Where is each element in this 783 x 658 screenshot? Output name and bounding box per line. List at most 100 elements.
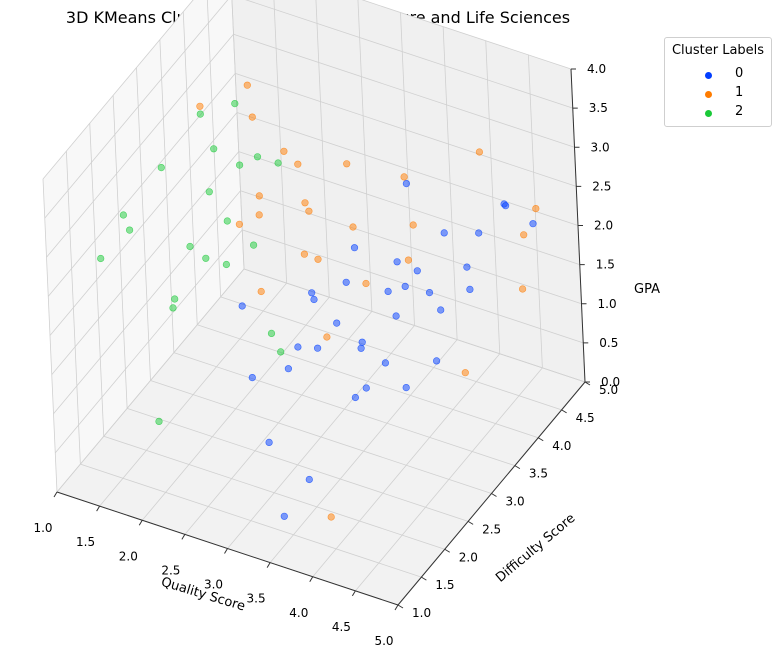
grid-line-z-left bbox=[53, 190, 241, 415]
legend-marker-2 bbox=[705, 110, 712, 117]
grid-line-z-back bbox=[240, 190, 582, 305]
grid-line-z-back bbox=[361, 0, 572, 70]
data-point-cluster-2 bbox=[126, 226, 134, 234]
data-point-cluster-0 bbox=[384, 287, 392, 296]
tick-mark bbox=[224, 548, 228, 554]
grid-line-z-back bbox=[243, 268, 586, 383]
data-point-cluster-1 bbox=[520, 231, 528, 239]
tick-mark bbox=[467, 520, 474, 525]
legend-title: Cluster Labels bbox=[671, 43, 765, 58]
data-point-cluster-1 bbox=[323, 333, 331, 341]
data-point-cluster-1 bbox=[475, 148, 484, 156]
data-point-cluster-0 bbox=[402, 384, 410, 392]
data-point-cluster-0 bbox=[248, 374, 256, 382]
z-tick-label: 3.0 bbox=[591, 140, 610, 154]
grid-line-z-left bbox=[47, 73, 236, 297]
data-point-cluster-0 bbox=[310, 295, 318, 304]
tick-mark bbox=[53, 491, 58, 498]
data-point-cluster-0 bbox=[466, 285, 474, 294]
legend-item-0: 0 bbox=[665, 66, 771, 84]
tick-mark bbox=[561, 409, 567, 414]
data-point-cluster-1 bbox=[235, 220, 243, 228]
legend-marker-0 bbox=[705, 72, 712, 79]
data-point-cluster-0 bbox=[413, 267, 421, 275]
data-point-cluster-1 bbox=[294, 160, 302, 168]
y-tick-label: 2.0 bbox=[459, 550, 478, 564]
data-point-cluster-1 bbox=[461, 369, 469, 377]
z-axis-label: GPA bbox=[634, 282, 660, 297]
tick-mark bbox=[351, 590, 356, 597]
grid-line-z-left bbox=[42, 0, 194, 180]
data-point-cluster-0 bbox=[342, 278, 350, 286]
legend-label-0: 0 bbox=[735, 66, 744, 81]
tick-labels: 1.0 1.5 2.0 2.5 3.0 3.5 4.0 4.5 5.0 1.0 1.5 2.0 2.5 3… bbox=[33, 62, 620, 648]
tick-mark bbox=[537, 437, 544, 442]
y-tick-label: 4.0 bbox=[552, 439, 571, 453]
data-point-cluster-2 bbox=[97, 254, 105, 263]
z-tick-label: 2.5 bbox=[592, 179, 611, 193]
data-point-cluster-1 bbox=[314, 255, 322, 263]
data-point-cluster-2 bbox=[205, 188, 213, 196]
z-tick-label: 1.0 bbox=[598, 297, 617, 311]
legend-item-2: 2 bbox=[665, 104, 771, 122]
data-point-cluster-0 bbox=[350, 244, 359, 252]
data-point-cluster-0 bbox=[437, 306, 445, 314]
tick-mark bbox=[397, 604, 404, 609]
x-tick-label: 1.5 bbox=[76, 535, 95, 549]
grid-line-y-floor bbox=[80, 463, 422, 578]
data-point-cluster-1 bbox=[301, 199, 309, 207]
z-tick-label: 1.5 bbox=[596, 258, 615, 272]
tick-mark bbox=[421, 576, 427, 581]
legend-item-1: 1 bbox=[665, 85, 771, 103]
data-point-cluster-0 bbox=[294, 343, 302, 351]
data-point-cluster-1 bbox=[196, 102, 204, 110]
data-point-cluster-1 bbox=[327, 513, 335, 521]
data-point-cluster-1 bbox=[518, 285, 527, 293]
data-point-cluster-2 bbox=[277, 348, 285, 356]
data-point-cluster-1 bbox=[532, 205, 540, 213]
tick-mark bbox=[138, 519, 143, 526]
data-point-cluster-2 bbox=[222, 260, 230, 269]
data-point-cluster-1 bbox=[409, 221, 417, 229]
data-point-cluster-0 bbox=[529, 220, 537, 228]
data-point-cluster-2 bbox=[196, 110, 204, 118]
data-point-cluster-2 bbox=[119, 211, 127, 219]
data-point-cluster-2 bbox=[210, 145, 218, 153]
data-point-cluster-0 bbox=[305, 475, 313, 484]
legend-label-2: 2 bbox=[735, 104, 744, 119]
data-point-cluster-0 bbox=[381, 359, 390, 367]
grid-line-y-floor bbox=[220, 296, 562, 411]
data-point-cluster-2 bbox=[223, 217, 231, 225]
data-point-cluster-0 bbox=[238, 302, 246, 310]
tick-mark bbox=[394, 604, 399, 611]
grid-line-z-left bbox=[46, 33, 234, 258]
data-point-cluster-0 bbox=[314, 344, 322, 352]
grid-line-y-floor bbox=[150, 380, 492, 494]
grid-line-z-left bbox=[49, 112, 238, 336]
legend: Cluster Labels 0 1 2 bbox=[664, 37, 772, 127]
data-point-cluster-0 bbox=[280, 512, 288, 520]
data-point-cluster-0 bbox=[265, 438, 273, 447]
y-axis-label: Difficulty Score bbox=[493, 511, 578, 586]
data-point-cluster-1 bbox=[280, 147, 288, 155]
data-point-cluster-1 bbox=[343, 160, 351, 168]
data-point-cluster-2 bbox=[202, 254, 210, 262]
y-tick-label: 1.0 bbox=[412, 606, 431, 620]
grid-line-z-back bbox=[238, 151, 580, 266]
x-tick-label: 4.0 bbox=[289, 606, 308, 620]
data-point-cluster-2 bbox=[250, 241, 258, 249]
tick-mark bbox=[266, 562, 271, 568]
x-tick-label: 2.5 bbox=[161, 563, 180, 577]
tick-mark bbox=[181, 534, 186, 540]
data-point-cluster-2 bbox=[157, 164, 165, 172]
data-point-cluster-2 bbox=[186, 242, 194, 251]
y-tick-label: 3.0 bbox=[506, 495, 525, 509]
data-point-cluster-1 bbox=[300, 250, 309, 258]
z-tick-label: 0.5 bbox=[599, 336, 618, 350]
grid-line-z-back bbox=[245, 0, 573, 109]
z-tick-label: 4.0 bbox=[587, 62, 606, 76]
x-tick-label: 2.0 bbox=[119, 549, 138, 563]
grid-line-y-floor bbox=[103, 435, 445, 550]
legend-label-1: 1 bbox=[735, 85, 744, 100]
